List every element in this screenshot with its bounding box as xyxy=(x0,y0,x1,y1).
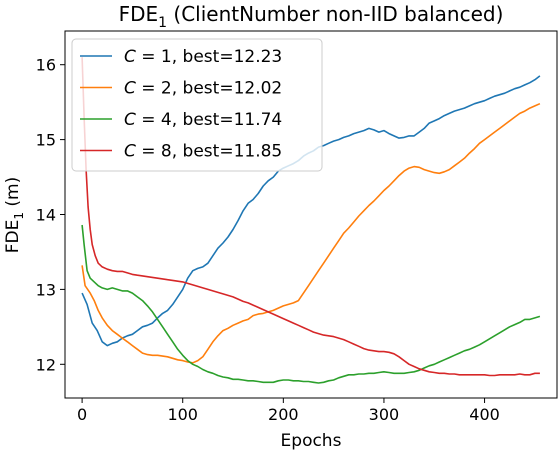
x-tick-label: 0 xyxy=(77,405,87,424)
chart-title-subscript: 1 xyxy=(158,15,167,31)
y-tick-label: 15 xyxy=(36,131,56,150)
legend-label-var: C xyxy=(124,142,136,162)
legend-label-rest: = 2, best=12.02 xyxy=(136,79,282,99)
plot-frame xyxy=(64,30,558,399)
legend-label-rest: = 4, best=11.74 xyxy=(136,110,282,130)
legend-label: C = 8, best=11.85 xyxy=(124,142,282,162)
y-tick-label: 14 xyxy=(36,206,56,225)
legend-label: C = 4, best=11.74 xyxy=(124,110,282,130)
y-tick-label: 16 xyxy=(36,56,56,75)
y-tick-label: 13 xyxy=(36,280,56,299)
series-line-c3 xyxy=(81,224,541,384)
y-axis-label: FDE1 (m) xyxy=(3,177,26,254)
legend-label: C = 1, best=12.23 xyxy=(124,47,282,67)
y-tick-label: 12 xyxy=(36,355,56,374)
x-tick-label: 300 xyxy=(369,405,400,424)
axis-ticks: 0 100 200 300 400 12 13 14 15 16 xyxy=(36,56,500,424)
legend: C = 1, best=12.23C = 2, best=12.02C = 4,… xyxy=(71,38,323,172)
series-lines xyxy=(81,57,541,384)
y-axis-label-subscript: 1 xyxy=(12,212,26,220)
x-axis-label: Epochs xyxy=(281,431,342,451)
legend-label: C = 2, best=12.02 xyxy=(124,79,282,99)
legend-label-rest: = 8, best=11.85 xyxy=(136,142,282,162)
y-axis-label-rest: (m) xyxy=(3,177,23,212)
chart-title: FDE1 (ClientNumber non-IID balanced) xyxy=(119,2,504,31)
x-tick-label: 400 xyxy=(469,405,500,424)
legend-label-rest: = 1, best=12.23 xyxy=(136,47,282,67)
series-line-c2 xyxy=(81,102,541,364)
legend-label-var: C xyxy=(124,47,136,67)
chart-title-rest: (ClientNumber non-IID balanced) xyxy=(167,2,503,26)
legend-label-var: C xyxy=(124,110,136,130)
x-tick-label: 100 xyxy=(167,405,198,424)
legend-label-var: C xyxy=(124,79,136,99)
x-tick-label: 200 xyxy=(268,405,299,424)
legend-box xyxy=(71,38,323,172)
series-line-c4 xyxy=(81,57,540,377)
